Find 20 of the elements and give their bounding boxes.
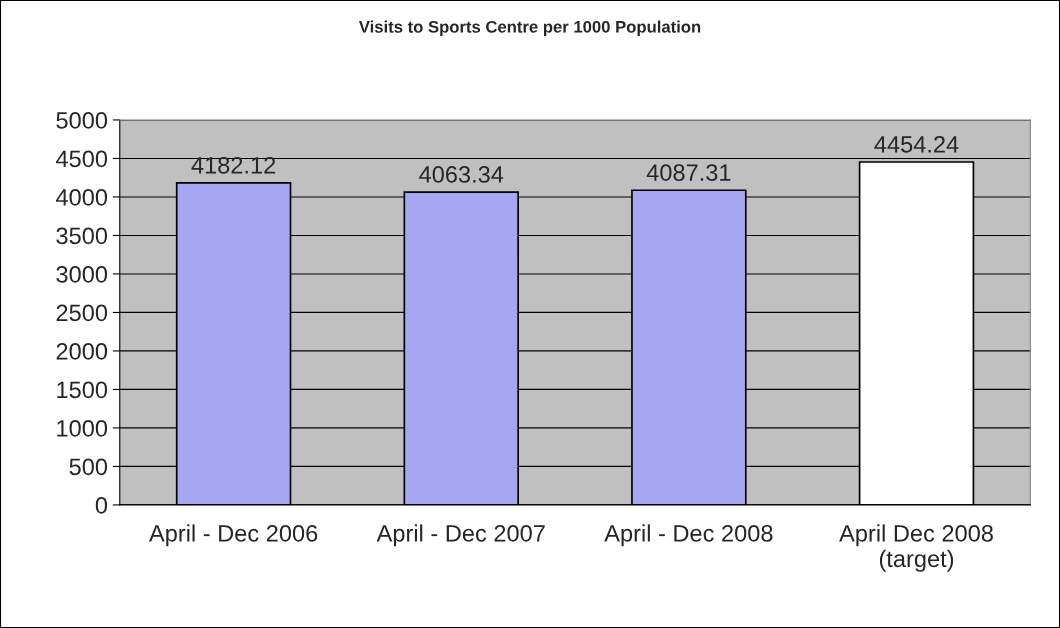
x-tick-label: April - Dec 2008 [604,524,773,547]
data-label: 4182.12 [191,156,276,174]
y-tick-label: 500 [69,458,108,476]
y-tick-label: 4500 [56,150,108,168]
data-label: 4063.34 [419,166,504,183]
y-tick-label: 4000 [56,189,108,206]
x-tick-label: April - Dec 2007 [376,524,545,547]
y-tick-label: 3000 [56,266,108,283]
y-tick-label: 2500 [56,304,108,322]
data-label: 4087.31 [646,164,731,181]
y-tick-label: 5000 [56,112,108,129]
y-tick-label: 0 [95,496,108,514]
y-tick-label: 1000 [57,419,108,437]
x-tick-label: April - Dec 2006 [149,524,318,547]
x-tick-label: April Dec 2008 (target) [839,524,993,572]
y-tick-label: 1500 [57,381,108,399]
chart-title: Visits to Sports Centre per 1000 Population [358,20,701,37]
data-label: 4454.24 [874,135,959,153]
y-tick-label: 3500 [56,227,108,245]
y-tick-label: 2000 [56,342,108,360]
